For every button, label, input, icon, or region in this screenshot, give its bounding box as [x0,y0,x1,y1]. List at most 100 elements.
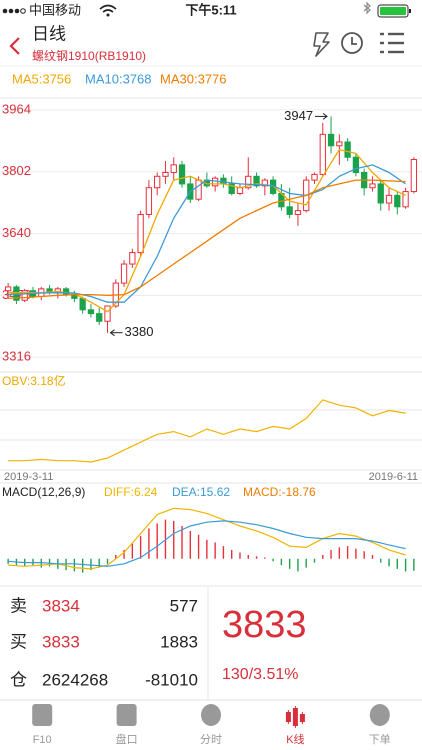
low-arrow-head [109,329,115,337]
quote-label: 仓 [10,670,27,689]
page-title: 日线 [32,24,66,43]
battery [377,4,409,18]
tab-label: 分时 [200,733,222,746]
candle-body [195,179,202,200]
tab-icon [299,714,305,722]
quote-value: 3834 [42,596,80,615]
candle-body [120,263,128,284]
ma-legend: MA5:3756 [12,71,71,86]
carrier: 中国移动 [29,2,81,17]
candle-body [253,175,260,187]
lightning-button[interactable] [313,32,330,57]
tab[interactable]: 下单 [369,704,391,746]
tab-label: 盘口 [116,732,138,746]
candle-body [385,194,393,204]
last-price: 3833 [222,604,307,646]
candle-body [294,210,302,215]
obv-line [8,399,406,463]
candle-body [336,141,343,147]
y-tick-label: 3964 [2,101,31,116]
y-tick-label: 3802 [2,163,31,178]
macd-legend: DIFF:6.24 [104,485,158,499]
candle-body [104,305,111,322]
signal [2,8,26,14]
back-button[interactable] [9,37,20,55]
ma-line [8,148,406,313]
candle-body [319,133,326,175]
tab[interactable]: 分时 [200,704,222,746]
panel-borders [0,97,422,587]
tab[interactable]: K线 [285,706,305,746]
candle-body [137,213,144,254]
wifi [99,4,117,13]
candle-body [178,164,186,185]
battery-level [380,7,406,15]
price-change: 130/3.51% [222,666,299,683]
tab[interactable]: 盘口 [116,704,138,746]
tab-label: K线 [286,732,304,746]
date-start: 2019-3-11 [4,471,53,483]
candle-body [154,175,161,189]
macd-legend: DEA:15.62 [172,485,230,499]
bluetooth [363,1,371,15]
quote-label: 买 [10,632,27,651]
high-label: 3947 [284,108,313,123]
tab-icon [292,708,298,726]
candle-body [129,252,136,265]
tab-label: F10 [33,734,52,746]
ma-line [8,179,406,300]
y-tick-label: 3316 [2,349,31,364]
clock: 下午5:11 [185,2,236,17]
candle-body [162,171,169,177]
contract-name: 螺纹钢1910(RB1910) [32,49,146,63]
candle-body [228,183,235,194]
menu-button[interactable] [380,32,404,54]
macd-label: MACD(12,26,9) [2,485,85,499]
date-end: 2019-6-11 [369,471,418,483]
quote-label: 卖 [10,596,27,615]
macd-line [8,520,406,567]
candle-body [220,177,227,185]
candle-body [311,173,318,181]
tab-label: 下单 [369,733,391,746]
candle-body [87,309,95,315]
y-tick-label: 3640 [2,225,31,240]
candle-body [21,290,28,301]
ma-line [8,164,406,303]
battery-tip [409,9,411,13]
low-label: 3380 [125,324,154,339]
candle-body [4,286,12,292]
tab-icon [369,704,390,726]
tab-icon [285,712,291,722]
candle-body [79,297,86,311]
ma-legend: MA30:3776 [160,71,227,86]
ma-legend: MA10:3768 [85,71,152,86]
clock-button[interactable] [341,32,363,54]
quote-value: 3833 [42,632,80,651]
candle-body [62,288,70,296]
candle-body [369,183,376,189]
candle-body [211,177,219,187]
candle-body [352,156,360,173]
quote-value: 2624268 [42,670,108,689]
candle-body [236,187,244,194]
candle-body [145,187,153,215]
candle-body [245,175,252,189]
wifi-dot [106,13,110,17]
candle-body [170,164,177,173]
tab[interactable]: F10 [32,704,53,746]
candle-body [344,141,351,158]
tab-icon [116,704,137,726]
macd-line [8,507,406,570]
tab-icon [201,704,221,726]
obv-label: OBV:3.18亿 [2,373,66,388]
quote-volume: 577 [170,596,198,615]
quote-volume: -81010 [145,670,198,689]
quote-volume: 1883 [160,632,198,651]
macd-legend: MACD:-18.76 [243,485,316,499]
candle-body [286,206,293,215]
high-arrow-head [322,113,328,120]
candle-body [394,194,401,208]
candle-body [410,159,418,193]
